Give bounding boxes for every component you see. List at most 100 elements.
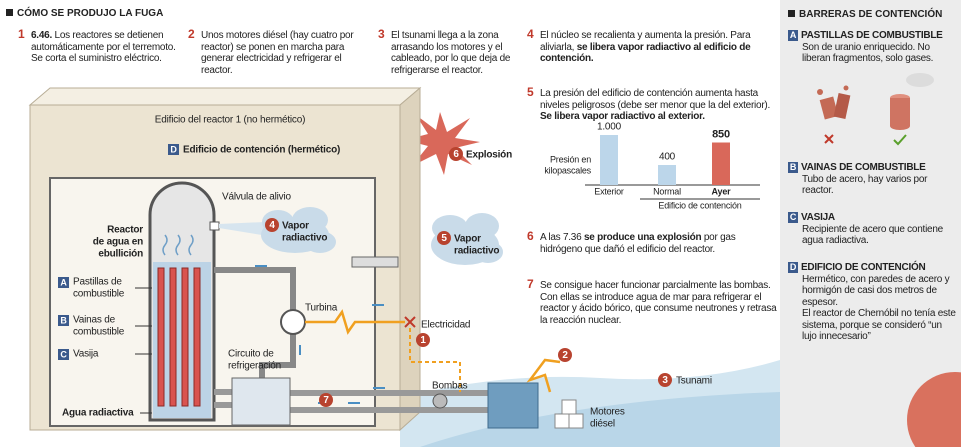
step-number: 7 [527,277,534,291]
barrier-text: Son de uranio enriquecido. No liberan fr… [802,41,934,65]
condenser [231,377,291,426]
fuel-rod [193,267,201,407]
step-text: por gas hidrógeno que dañó el edificio d… [540,232,736,255]
step-number: 1 [18,27,25,41]
category-label: Normal [653,186,681,196]
electricity-label: Electricidad [421,320,470,331]
part-label: Pastillas de [73,277,122,288]
diesel-engines [554,399,584,429]
reactor-label: Reactor [107,225,143,236]
step-text: A las 7.36 [540,232,584,243]
vent-pipe [351,256,399,268]
value-label: 1.000 [597,122,622,133]
pumps-label: Bombas [432,381,468,392]
building-top [28,87,422,106]
pellet-intact [890,73,934,146]
step-text: Se consigue hacer funcionar parcialmente… [540,280,777,326]
barrier: A PASTILLAS DE COMBUSTIBLE Son de uranio e… [788,30,958,65]
barrier-text: El reactor de Chernóbil no tenía este si… [802,308,956,342]
vapor-jet [219,222,268,236]
part-label: Vainas de [73,315,116,326]
step-number: 2 [188,27,195,41]
cable [409,328,461,392]
step-text: La presión del edificio de contención au… [540,88,771,111]
barrier-title-text: PASTILLAS DE COMBUSTIBLE [801,30,943,41]
badge-number: 3 [662,375,668,386]
sea-wave [420,392,780,447]
letter: D [788,262,798,273]
step: 2 Unos motores diésel (hay cuatro por rea… [188,27,366,76]
building-side [399,86,421,432]
pump-house [487,382,539,429]
vapor-label: Vapor [282,221,309,232]
diesel-label: Motores [590,407,625,418]
step-text: Unos motores diésel (hay cuatro por reac… [201,30,354,76]
barrier-title: B VAINAS DE COMBUSTIBLE [788,162,958,174]
step-text: El núcleo se recalienta y aumenta la pre… [540,30,751,53]
vapor-label: radiactivo [454,246,499,257]
vapor-label: radiactivo [282,233,327,244]
generator-line [526,358,561,393]
containment-label: Edificio de contención (hermético) [183,145,340,156]
bar [658,165,676,185]
badge-number: 6 [453,149,459,160]
part-label: combustible [73,289,125,300]
turbine [280,309,306,335]
reactor-label: ebullición [98,249,143,260]
badge-number: 1 [420,335,426,346]
badge-number: 4 [269,220,275,231]
barrier-title: C VASIJA [788,212,958,224]
letter-box [58,277,69,288]
steam-pipe [214,267,296,310]
cooling-pipe [214,389,490,413]
electricity-line [305,309,405,335]
part-label: Vasija [73,349,99,360]
bar [712,142,730,185]
barriers-title-text: BARRERAS DE CONTENCIÓN [799,9,943,20]
barrier-title: A PASTILLAS DE COMBUSTIBLE [788,30,958,42]
barrier-title-text: VASIJA [801,212,835,223]
step: 1 6.46. Los reactores se detienen automát… [18,27,181,65]
step-text: 6.46. [31,30,52,41]
diesel-label: diésel [590,419,615,430]
barrier-title: D EDIFICIO DE CONTENCIÓN [788,262,958,274]
explosion-label: Explosión [466,150,512,161]
barriers-panel: BARRERAS DE CONTENCIÓN A PASTILLAS DE COM… [780,0,961,447]
letter-box [168,144,179,155]
step: 5 La presión del edificio de contención a… [527,85,780,123]
badge [319,393,333,407]
barrier-text: Tubo de acero, hay varios por reactor. [802,173,928,197]
step: 4 El núcleo se recalienta y aumenta la pr… [527,28,775,65]
barrier-text: Recipiente de acero que contiene agua ra… [802,223,943,247]
decor [907,372,961,447]
step: 3 El tsunami llega a la zona arrasando lo… [378,28,526,76]
barrier-text: Hermético, con paredes de acero y hormig… [802,273,950,308]
cooling-label: refrigeración [228,361,281,372]
chart-ylabel: kilopascales [544,165,591,175]
fuel-rod [157,267,165,407]
step-text: El tsunami llega a la zona arrasando los… [391,30,511,76]
barrier: B VAINAS DE COMBUSTIBLE Tubo de acero, hay… [788,162,958,197]
letter-box [58,315,69,326]
fuel-rod [181,267,189,407]
letter: B [788,162,798,173]
cooling-label: Circuito de [228,349,274,360]
step: 7 Se consigue hacer funcionar parcialment… [527,277,780,326]
barriers-title: BARRERAS DE CONTENCIÓN [788,9,942,20]
barrier-title-text: EDIFICIO DE CONTENCIÓN [801,262,926,273]
badge [437,231,451,245]
barriers-art [817,73,961,447]
letter: C [60,349,67,359]
letter-box [58,349,69,360]
step-text: se produce una explosión [583,232,702,243]
step-number: 6 [527,229,534,243]
cut [404,316,416,328]
badge [265,218,279,232]
bar [600,135,618,185]
letter: C [788,212,798,223]
step-number: 5 [527,85,534,99]
pipe [259,334,296,380]
header: CÓMO SE PRODUJO LA FUGA [6,8,163,19]
